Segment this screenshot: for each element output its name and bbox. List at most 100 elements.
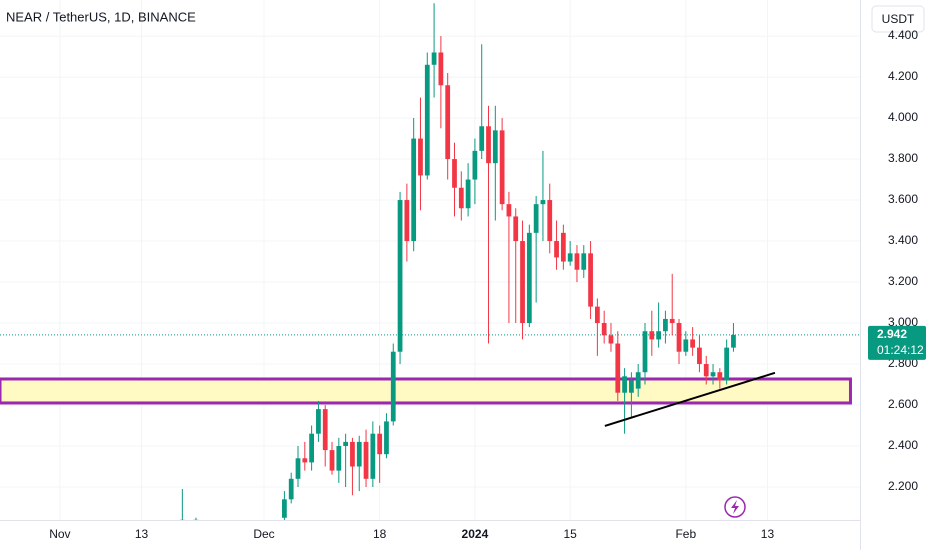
- support-zone: [0, 377, 852, 405]
- candle-body: [533, 204, 539, 233]
- y-tick-label: 3.400: [888, 233, 918, 247]
- y-tick-label: 4.000: [888, 110, 918, 124]
- candle-body: [710, 372, 716, 377]
- candle-body: [663, 318, 668, 332]
- candle-body: [445, 85, 451, 160]
- candle-body: [540, 200, 546, 205]
- candle-body: [574, 253, 580, 270]
- candle-body: [635, 372, 641, 389]
- candle-body: [336, 446, 342, 471]
- candle-body: [526, 232, 532, 324]
- y-tick-label: 3.000: [888, 315, 918, 329]
- candle-body: [397, 200, 403, 352]
- candle-body: [683, 339, 689, 352]
- candle-body: [411, 138, 417, 242]
- candle-body: [724, 347, 730, 381]
- candle-body: [309, 433, 314, 463]
- candle-body: [356, 441, 362, 467]
- candle-body: [676, 323, 682, 352]
- candle-body: [452, 159, 457, 188]
- y-tick-label: 2.200: [888, 479, 918, 493]
- candle-body: [642, 331, 648, 373]
- candle-body: [390, 351, 396, 422]
- x-tick-label: Dec: [253, 527, 274, 541]
- candle-body: [329, 450, 335, 471]
- x-tick-label: Nov: [49, 527, 70, 541]
- candle-body: [384, 421, 389, 455]
- candle-body: [316, 409, 321, 434]
- last-price-label: 2.942: [877, 327, 907, 341]
- candle-body: [717, 372, 723, 381]
- candle-body: [656, 331, 661, 340]
- x-tick-label: Feb: [675, 527, 696, 541]
- y-tick-label: 3.800: [888, 151, 918, 165]
- candle-body: [370, 433, 376, 479]
- candle-body: [649, 331, 655, 340]
- y-tick-label: 4.200: [888, 69, 918, 83]
- candle-body: [513, 216, 519, 242]
- candle-body: [424, 64, 430, 176]
- last-price-box: [868, 325, 926, 360]
- countdown-label: 01:24:12: [877, 343, 924, 357]
- candle-body: [581, 253, 587, 270]
- candle-body: [690, 339, 696, 348]
- y-tick-label: 4.400: [888, 28, 918, 42]
- candle-body: [179, 519, 185, 520]
- lightning-icon[interactable]: [724, 496, 746, 518]
- candle-body: [295, 458, 301, 479]
- candle-body: [479, 126, 485, 151]
- candle-body: [465, 179, 471, 209]
- candle-body: [492, 130, 498, 164]
- candle-body: [547, 200, 553, 242]
- candle-body: [669, 318, 675, 324]
- candle-body: [363, 441, 369, 479]
- candle-body: [377, 433, 383, 455]
- candle-body: [588, 253, 593, 307]
- candle-body: [350, 441, 355, 467]
- currency-label[interactable]: USDT: [882, 12, 915, 26]
- candle-body: [608, 335, 614, 344]
- candle-body: [418, 138, 423, 176]
- candle-body: [438, 52, 444, 86]
- candle-body: [486, 126, 491, 164]
- candle-body: [404, 200, 410, 242]
- plot-area: [0, 0, 860, 520]
- candle-body: [499, 130, 505, 205]
- trend-line: [604, 371, 776, 427]
- candle-body: [594, 306, 600, 324]
- y-tick-label: 3.600: [888, 192, 918, 206]
- candle-body: [302, 458, 308, 463]
- candle-body: [288, 478, 294, 500]
- x-tick-label: 15: [563, 527, 577, 541]
- candle-body: [731, 334, 736, 348]
- candle-body: [567, 253, 573, 262]
- y-tick-label: 3.200: [888, 274, 918, 288]
- candle-body: [506, 204, 512, 217]
- candle-body: [615, 343, 621, 393]
- candle-body: [520, 241, 525, 324]
- candle-body: [629, 380, 634, 393]
- candle-body: [322, 409, 328, 451]
- x-tick-label: 18: [373, 527, 387, 541]
- candle-body: [554, 241, 559, 258]
- x-tick-label: 13: [135, 527, 149, 541]
- candle-body: [431, 52, 437, 65]
- candle-body: [458, 187, 464, 209]
- candle-body: [560, 232, 566, 262]
- y-tick-label: 2.600: [888, 397, 918, 411]
- candle-body: [282, 499, 287, 518]
- candle-body: [697, 347, 702, 365]
- x-tick-label: 2024: [462, 527, 489, 541]
- candle-body: [343, 441, 349, 447]
- chart-title: NEAR / TetherUS, 1D, BINANCE: [6, 9, 196, 24]
- x-tick-label: 13: [761, 527, 775, 541]
- currency-button[interactable]: [871, 5, 925, 33]
- candle-body: [601, 323, 607, 336]
- candle-body: [622, 376, 627, 393]
- candle-body: [703, 364, 709, 377]
- y-tick-label: 2.400: [888, 438, 918, 452]
- candle-body: [193, 519, 199, 520]
- candle-body: [472, 150, 478, 180]
